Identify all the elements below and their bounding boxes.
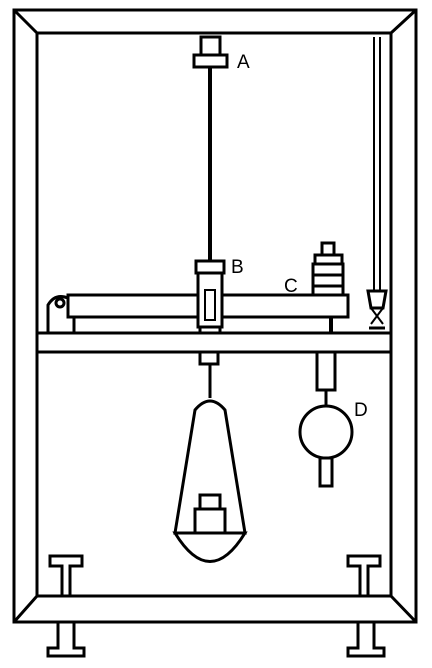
damper-stem-lower — [318, 456, 334, 488]
shelf — [35, 331, 393, 354]
clamp-a — [192, 35, 229, 69]
clamp-b-block — [194, 259, 226, 275]
clip-slot — [204, 289, 216, 321]
clamp-a-lower — [192, 53, 229, 69]
damper-stem-upper — [315, 350, 337, 392]
clip-body — [196, 271, 224, 329]
label-a: A — [237, 52, 250, 73]
levelling-screws — [46, 554, 386, 658]
label-c: C — [284, 276, 298, 297]
foot-screw-left — [46, 620, 86, 658]
pan-hanger — [173, 399, 247, 535]
damper-d — [298, 350, 354, 488]
pan-weight-base — [193, 507, 227, 535]
weight-pan — [172, 399, 248, 563]
string-hook — [366, 289, 388, 310]
shelf-board — [35, 331, 393, 354]
foot-screw-right — [346, 620, 386, 658]
lever-pivot-pin — [54, 297, 66, 309]
damper-bulb — [298, 404, 354, 460]
central-clip — [196, 271, 224, 329]
frame-corner-tl — [12, 8, 39, 35]
pan-connector — [198, 350, 220, 398]
label-b: B — [231, 257, 244, 278]
inner-screw-right — [346, 554, 382, 598]
weight-disc-4 — [311, 284, 345, 297]
pan-bowl — [172, 531, 248, 563]
pan-weight-top — [198, 493, 222, 511]
frame-corner-bl — [12, 595, 39, 623]
pan-connector-block — [198, 350, 220, 366]
label-d: D — [354, 400, 368, 421]
frame-corner-tr — [389, 8, 418, 35]
frame-corner-br — [389, 594, 418, 624]
clamp-b — [194, 259, 226, 275]
weight-stack-c — [311, 241, 345, 297]
counterweight-string — [366, 37, 388, 330]
weight-disc-2 — [311, 262, 345, 277]
frame-outer — [12, 8, 418, 624]
string-bow — [370, 307, 384, 325]
inner-screw-left — [48, 554, 84, 598]
clamp-a-upper — [199, 35, 222, 57]
weight-disc-3 — [311, 273, 345, 288]
weight-stack-top — [320, 241, 336, 257]
frame-inner — [35, 31, 393, 598]
frame — [12, 8, 418, 624]
